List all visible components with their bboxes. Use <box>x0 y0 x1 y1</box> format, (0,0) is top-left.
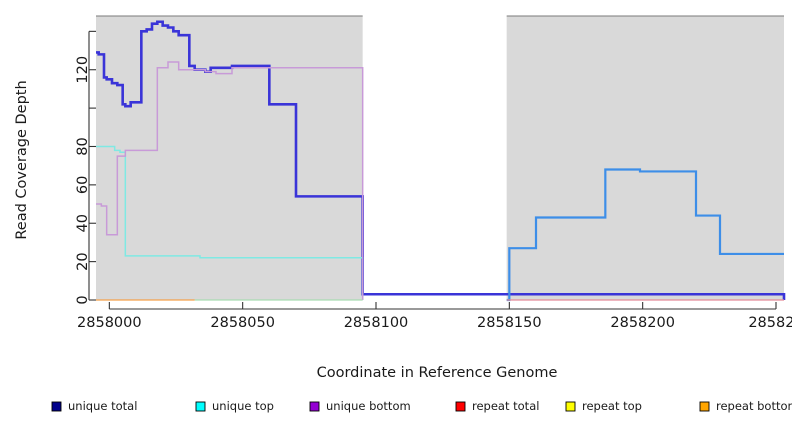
y-tick-label-20: 20 <box>75 252 91 270</box>
legend-swatch-repeat-total <box>455 401 466 412</box>
legend-label-repeat-top: repeat top <box>582 399 642 413</box>
legend-label-unique-bottom: unique bottom <box>326 399 411 413</box>
x-tick-label-2858150: 2858150 <box>477 315 542 331</box>
y-tick-label-40: 40 <box>75 214 91 232</box>
legend-label-repeat-total: repeat total <box>472 399 539 413</box>
legend-label-repeat-bottom: repeat bottom <box>716 399 792 413</box>
x-tick-label-2858000: 2858000 <box>77 315 142 331</box>
legend-swatch-unique-bottom <box>309 401 320 412</box>
axes-layer: 0 20 40 60 80 120 2858000 2858050 2858100 2858150… <box>75 30 792 331</box>
x-tick-label-2858050: 2858050 <box>210 315 275 331</box>
y-axis-title: Read Coverage Depth <box>14 80 30 239</box>
series-line-unique-bottom <box>96 61 364 300</box>
x-axis-title: Coordinate in Reference Genome <box>317 365 558 381</box>
legend-swatch-unique-total <box>51 401 62 412</box>
series-layer <box>96 20 786 302</box>
shaded-span-1 <box>506 16 784 300</box>
legend-label-unique-top: unique top <box>212 399 274 413</box>
x-tick-label-2858100: 2858100 <box>344 315 409 331</box>
y-tick-label-60: 60 <box>75 176 91 194</box>
legend: unique total unique top unique bottom repea… <box>51 399 792 413</box>
legend-swatch-repeat-bottom <box>699 401 710 412</box>
x-tick-label-2858250: 285825 <box>748 315 792 331</box>
legend-label-unique-total: unique total <box>68 399 137 413</box>
y-tick-label-0: 0 <box>75 295 91 304</box>
series-line-unique-total <box>96 20 786 300</box>
y-tick-label-120: 120 <box>75 56 91 84</box>
x-tick-label-2858200: 2858200 <box>610 315 675 331</box>
legend-swatch-repeat-top <box>565 401 576 412</box>
legend-swatch-unique-top <box>195 401 206 412</box>
y-tick-label-80: 80 <box>75 137 91 155</box>
series-line-unique-bottom-right <box>506 168 784 302</box>
